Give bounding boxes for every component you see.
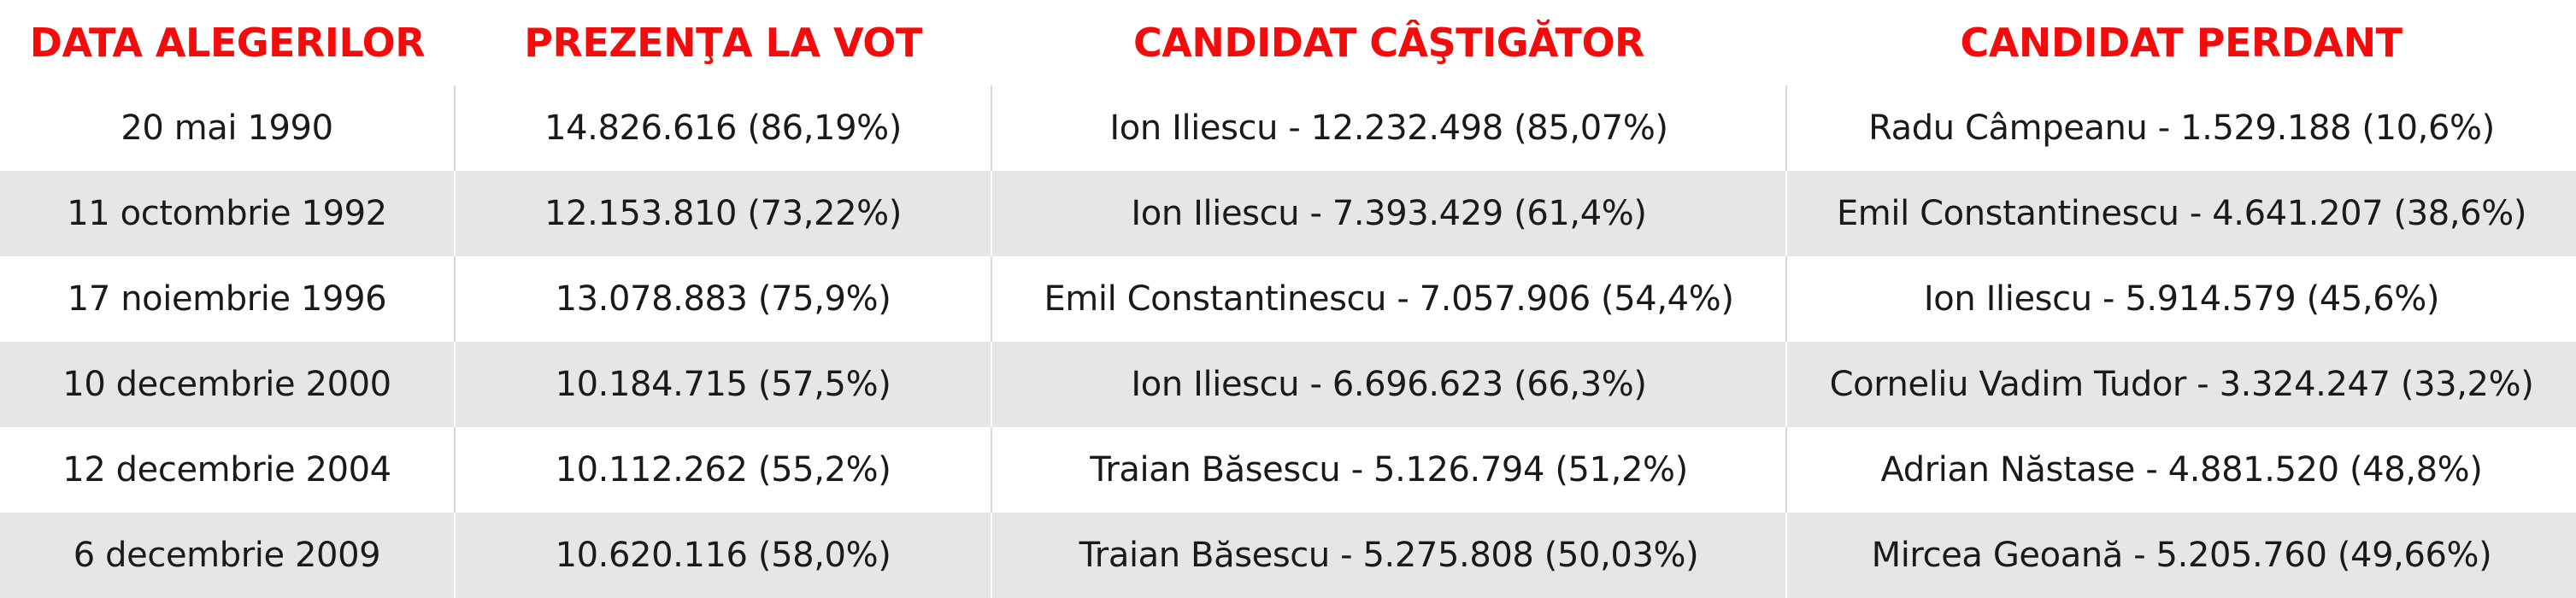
cell-turnout: 13.078.883 (75,9%) xyxy=(454,256,991,342)
table-body: 20 mai 1990 14.826.616 (86,19%) Ion Ilie… xyxy=(0,85,2576,598)
cell-losing-candidate: Corneliu Vadim Tudor - 3.324.247 (33,2%) xyxy=(1785,342,2576,427)
cell-losing-candidate: Adrian Năstase - 4.881.520 (48,8%) xyxy=(1785,427,2576,513)
table-row: 12 decembrie 2004 10.112.262 (55,2%) Tra… xyxy=(0,427,2576,513)
cell-winning-candidate: Emil Constantinescu - 7.057.906 (54,4%) xyxy=(991,256,1786,342)
cell-losing-candidate: Emil Constantinescu - 4.641.207 (38,6%) xyxy=(1785,171,2576,256)
cell-losing-candidate: Ion Iliescu - 5.914.579 (45,6%) xyxy=(1785,256,2576,342)
header-turnout: PREZENŢA LA VOT xyxy=(455,0,991,85)
cell-winning-candidate: Ion Iliescu - 6.696.623 (66,3%) xyxy=(991,342,1786,427)
cell-election-date: 20 mai 1990 xyxy=(0,85,455,171)
table-header: DATA ALEGERILOR PREZENŢA LA VOT CANDIDAT… xyxy=(0,0,2576,85)
table-row: 10 decembrie 2000 10.184.715 (57,5%) Ion… xyxy=(0,342,2576,427)
cell-turnout: 10.184.715 (57,5%) xyxy=(454,342,991,427)
cell-turnout: 10.620.116 (58,0%) xyxy=(454,513,991,598)
table-row: 11 octombrie 1992 12.153.810 (73,22%) Io… xyxy=(0,171,2576,256)
cell-turnout: 14.826.616 (86,19%) xyxy=(454,85,991,171)
cell-winning-candidate: Ion Iliescu - 12.232.498 (85,07%) xyxy=(991,85,1786,171)
cell-election-date: 12 decembrie 2004 xyxy=(0,427,455,513)
cell-election-date: 11 octombrie 1992 xyxy=(0,171,455,256)
cell-winning-candidate: Traian Băsescu - 5.126.794 (51,2%) xyxy=(991,427,1786,513)
header-losing-candidate: CANDIDAT PERDANT xyxy=(1786,0,2576,85)
header-winning-candidate: CANDIDAT CÂŞTIGĂTOR xyxy=(991,0,1786,85)
header-election-date: DATA ALEGERILOR xyxy=(0,0,455,85)
table-row: 17 noiembrie 1996 13.078.883 (75,9%) Emi… xyxy=(0,256,2576,342)
cell-winning-candidate: Ion Iliescu - 7.393.429 (61,4%) xyxy=(991,171,1786,256)
table-row: 20 mai 1990 14.826.616 (86,19%) Ion Ilie… xyxy=(0,85,2576,171)
cell-election-date: 10 decembrie 2000 xyxy=(0,342,455,427)
cell-turnout: 12.153.810 (73,22%) xyxy=(454,171,991,256)
cell-turnout: 10.112.262 (55,2%) xyxy=(454,427,991,513)
header-row: DATA ALEGERILOR PREZENŢA LA VOT CANDIDAT… xyxy=(0,0,2576,85)
cell-winning-candidate: Traian Băsescu - 5.275.808 (50,03%) xyxy=(991,513,1786,598)
cell-losing-candidate: Radu Câmpeanu - 1.529.188 (10,6%) xyxy=(1785,85,2576,171)
cell-losing-candidate: Mircea Geoană - 5.205.760 (49,66%) xyxy=(1785,513,2576,598)
cell-election-date: 17 noiembrie 1996 xyxy=(0,256,455,342)
table-row: 6 decembrie 2009 10.620.116 (58,0%) Trai… xyxy=(0,513,2576,598)
cell-election-date: 6 decembrie 2009 xyxy=(0,513,455,598)
